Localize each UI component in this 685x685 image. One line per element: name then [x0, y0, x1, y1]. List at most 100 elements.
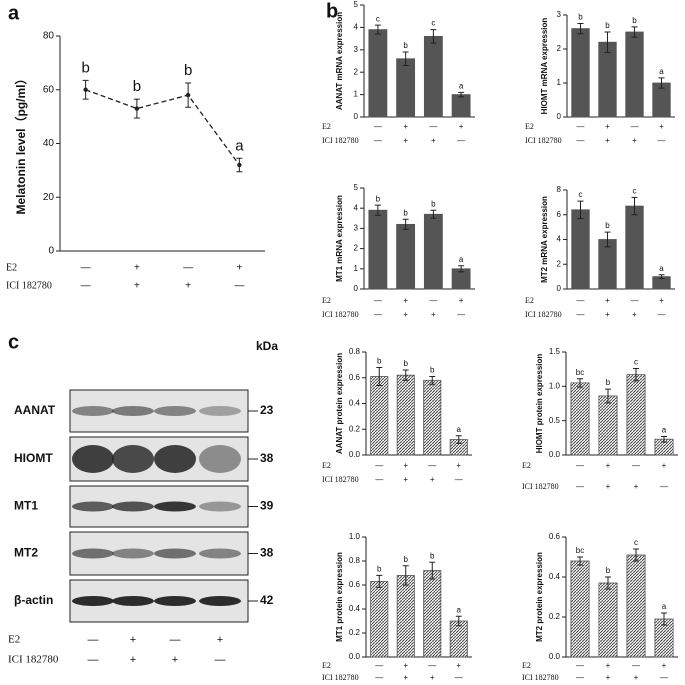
error-bar: [402, 51, 409, 66]
bar: [396, 58, 416, 118]
protein-name: MT2: [14, 546, 38, 560]
significance-label: bc: [576, 546, 584, 555]
significance-label: a: [459, 81, 464, 90]
bar: [370, 376, 389, 456]
kda-value: 23: [260, 403, 274, 417]
blot-band: [112, 445, 154, 473]
y-tick-label: 5: [354, 183, 359, 192]
blot-band: [112, 596, 154, 606]
treatment-sign: +: [430, 475, 435, 484]
treatment-label: ICI 182780: [8, 654, 59, 666]
treatment-sign: —: [457, 310, 465, 319]
y-tick-label: 4: [354, 23, 359, 32]
y-axis-label: AANAT protein expression: [335, 353, 344, 454]
significance-label: b: [184, 62, 192, 79]
blot-band: [199, 548, 241, 559]
panel-label: a: [8, 2, 20, 24]
error-bar: [429, 375, 436, 385]
significance-label: a: [662, 426, 667, 435]
error-bar: [577, 378, 583, 388]
significance-label: c: [634, 358, 638, 367]
significance-label: b: [376, 194, 381, 203]
error-bar: [402, 218, 409, 230]
treatment-sign: —: [374, 310, 382, 319]
y-tick-label: 1.0: [549, 381, 561, 390]
treatment-sign: +: [605, 122, 610, 131]
treatment-label: ICI 182780: [525, 310, 562, 319]
treatment-sign: +: [606, 661, 611, 670]
treatment-sign: +: [456, 661, 461, 670]
significance-label: c: [579, 190, 583, 199]
treatment-sign: +: [634, 482, 639, 491]
treatment-label: E2: [322, 661, 331, 670]
error-bar: [458, 265, 465, 273]
treatment-sign: +: [606, 461, 611, 470]
bar: [423, 35, 443, 118]
kda-value: 39: [260, 499, 274, 513]
treatment-sign: —: [632, 461, 640, 470]
bar: [368, 29, 388, 118]
y-tick-label: 0.0: [349, 652, 361, 661]
treatment-sign: —: [576, 461, 584, 470]
significance-label: b: [377, 357, 382, 366]
treatment-sign: +: [605, 310, 610, 319]
y-tick-label: 0.0: [549, 450, 561, 459]
treatment-sign: +: [659, 296, 664, 305]
blot-band: [154, 596, 196, 606]
error-bar: [605, 388, 611, 404]
treatment-sign: —: [428, 461, 436, 470]
y-tick-label: 0.2: [349, 628, 361, 637]
significance-label: b: [605, 221, 610, 230]
kda-value: 42: [260, 593, 274, 607]
error-bar: [604, 31, 611, 53]
error-bar: [605, 576, 611, 590]
error-bar: [577, 23, 584, 35]
bar: [571, 28, 590, 118]
treatment-sign: —: [170, 634, 181, 646]
treatment-sign: +: [172, 654, 178, 666]
treatment-sign: +: [662, 661, 667, 670]
treatment-sign: —: [577, 122, 585, 131]
panel-label: c: [8, 331, 19, 353]
bar: [598, 395, 618, 456]
treatment-label: E2: [8, 634, 20, 646]
treatment-sign: +: [403, 661, 408, 670]
treatment-sign: +: [459, 122, 464, 131]
treatment-sign: +: [456, 461, 461, 470]
y-tick-label: 4: [354, 203, 359, 212]
blot-band: [72, 596, 114, 606]
significance-label: b: [404, 359, 409, 368]
treatment-label: ICI 182780: [322, 475, 359, 484]
y-tick-label: 3: [354, 224, 359, 233]
treatment-sign: —: [577, 310, 585, 319]
bar: [598, 582, 618, 658]
y-tick-label: 0.5: [549, 416, 561, 425]
treatment-sign: —: [660, 673, 668, 680]
treatment-sign: +: [634, 673, 639, 680]
y-tick-label: 1.0: [349, 532, 361, 541]
blot-band: [72, 445, 114, 473]
protein-name: HIOMT: [14, 451, 53, 465]
treatment-label: E2: [322, 461, 331, 470]
treatment-sign: —: [374, 122, 382, 131]
bar: [625, 31, 644, 118]
significance-label: b: [578, 13, 583, 22]
y-tick-label: 0.2: [349, 424, 361, 433]
treatment-sign: +: [403, 461, 408, 470]
y-tick-label: 0.6: [349, 580, 361, 589]
error-bar: [430, 29, 437, 44]
significance-label: a: [659, 67, 664, 76]
significance-label: c: [633, 187, 637, 196]
treatment-sign: +: [431, 136, 436, 145]
bar: [626, 374, 646, 456]
error-bar: [658, 77, 665, 89]
treatment-sign: +: [217, 634, 223, 646]
treatment-sign: —: [88, 634, 99, 646]
treatment-sign: —: [234, 281, 244, 292]
treatment-label: ICI 182780: [525, 136, 562, 145]
treatment-sign: +: [662, 461, 667, 470]
treatment-sign: +: [659, 122, 664, 131]
error-bar: [577, 556, 583, 566]
error-bar: [577, 200, 584, 219]
